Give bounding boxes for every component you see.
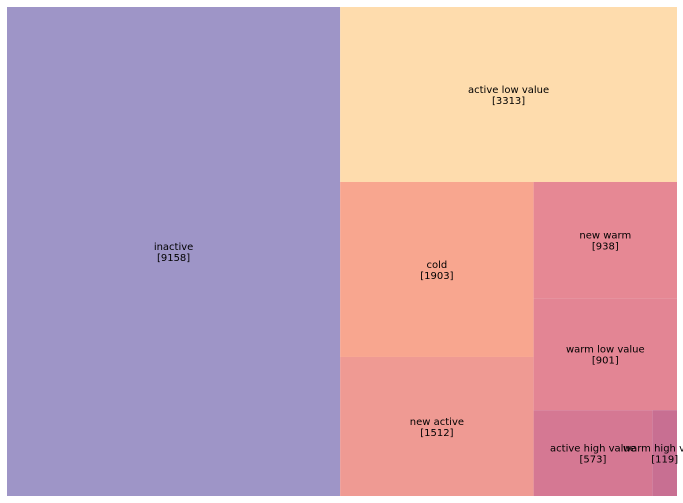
tile-rect-active-high-value: [533, 410, 653, 496]
tile-warm-low-value: warm low value[901]: [533, 298, 677, 411]
tile-label-inactive: inactive: [154, 242, 194, 253]
tile-label-active-low-value: active low value: [468, 85, 549, 96]
tile-value-inactive: [9158]: [157, 253, 190, 264]
tile-warm-high-value: warm high value[119]: [623, 410, 683, 496]
tile-rect-new-warm: [533, 181, 677, 299]
tile-value-new-active: [1512]: [420, 428, 453, 439]
tile-label-active-high-value: active high value: [550, 444, 636, 455]
tile-inactive: inactive[9158]: [7, 7, 341, 496]
tile-value-warm-low-value: [901]: [592, 356, 619, 367]
tile-label-new-warm: new warm: [579, 231, 631, 242]
tile-rect-cold: [340, 181, 534, 357]
tile-rect-new-active: [340, 356, 534, 496]
tile-rect-active-low-value: [340, 7, 677, 182]
tile-label-cold: cold: [427, 260, 448, 271]
tile-label-new-active: new active: [410, 417, 464, 428]
tile-value-new-warm: [938]: [592, 242, 619, 253]
tile-rect-warm-low-value: [533, 298, 677, 411]
tile-value-active-low-value: [3313]: [492, 96, 525, 107]
tile-new-active: new active[1512]: [340, 356, 534, 496]
tile-value-cold: [1903]: [420, 271, 453, 282]
tile-cold: cold[1903]: [340, 181, 534, 357]
tile-value-warm-high-value: [119]: [651, 455, 678, 466]
tile-new-warm: new warm[938]: [533, 181, 677, 299]
tile-label-warm-high-value: warm high value: [623, 444, 683, 455]
tile-rect-warm-high-value: [652, 410, 677, 496]
tile-label-warm-low-value: warm low value: [566, 345, 645, 356]
tile-rect-inactive: [7, 7, 341, 496]
tile-active-high-value: active high value[573]: [533, 410, 653, 496]
tile-value-active-high-value: [573]: [580, 455, 607, 466]
tile-active-low-value: active low value[3313]: [340, 7, 677, 182]
